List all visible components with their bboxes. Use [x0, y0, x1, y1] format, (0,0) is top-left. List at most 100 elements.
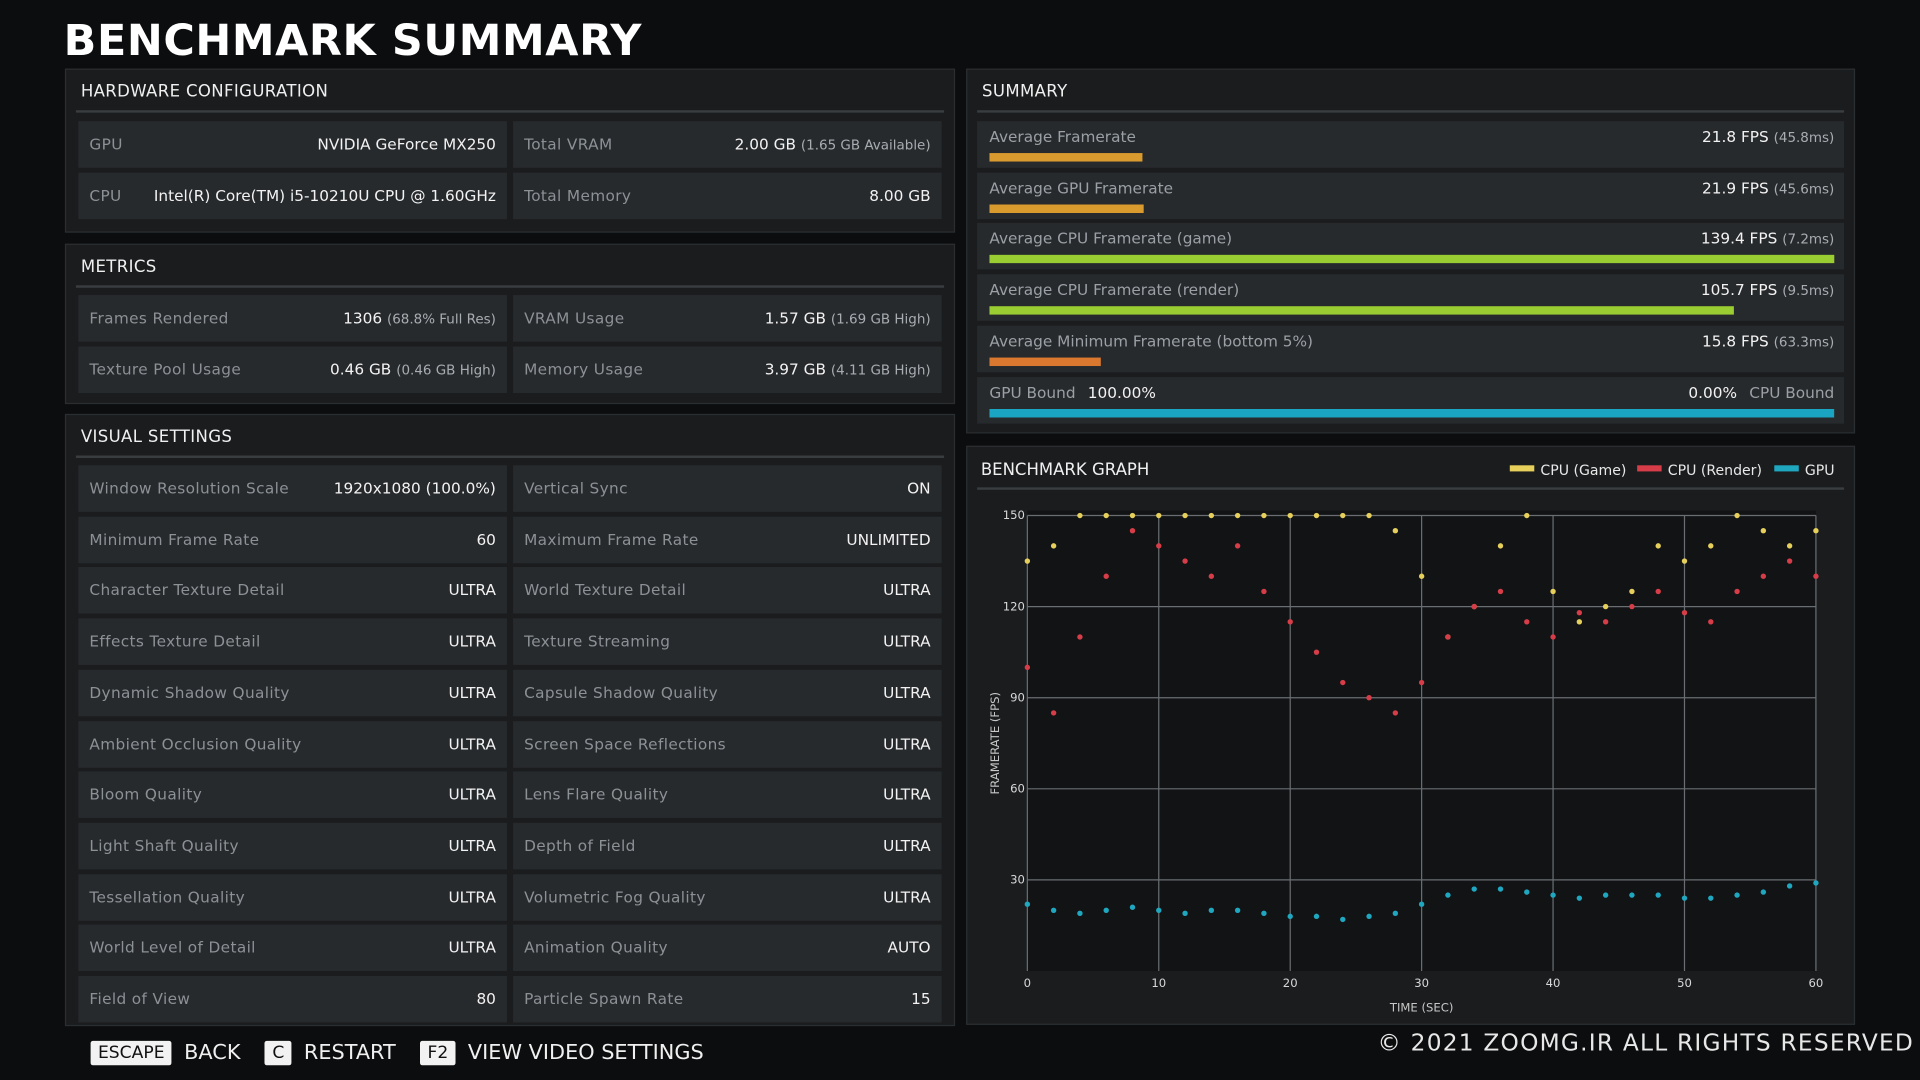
- data-point: [1340, 916, 1346, 923]
- data-point: [1760, 889, 1767, 895]
- setting-label: Memory Usage: [524, 359, 644, 378]
- data-point: [1024, 901, 1031, 907]
- data-point: [1629, 603, 1635, 610]
- ms-note: (7.2ms): [1782, 231, 1835, 248]
- divider: [75, 110, 945, 113]
- data-point: [1576, 619, 1583, 625]
- data-point: [1418, 679, 1425, 686]
- summary-row: Average CPU Framerate (game) 139.4 FPS (7.…: [977, 223, 1845, 270]
- data-point: [1366, 695, 1372, 701]
- x-tick-label: 0: [1024, 976, 1031, 990]
- setting-label: Character Texture Detail: [89, 580, 285, 600]
- data-point: [1497, 886, 1504, 892]
- value-text: ULTRA: [883, 887, 931, 906]
- setting-cell: Total Memory 8.00 GB: [513, 172, 942, 219]
- action-label[interactable]: BACK: [184, 1040, 241, 1065]
- summary-value: 15.8 FPS (63.3ms): [1702, 332, 1834, 350]
- data-point: [1024, 558, 1031, 564]
- value-text: ULTRA: [883, 683, 931, 702]
- setting-label: Depth of Field: [524, 836, 636, 855]
- ms-note: (45.8ms): [1773, 129, 1835, 146]
- data-point: [1208, 573, 1215, 579]
- setting-label: Screen Space Reflections: [524, 734, 727, 753]
- data-point: [1103, 512, 1109, 519]
- setting-cell: Memory Usage 3.97 GB (4.11 GB High): [513, 346, 942, 393]
- bound-right-value: 0.00%: [1688, 382, 1738, 402]
- value-text: ULTRA: [448, 836, 496, 855]
- data-point: [1760, 573, 1767, 579]
- setting-cell: Effects Texture Detail ULTRA: [78, 618, 507, 666]
- data-point: [1313, 512, 1320, 519]
- summary-panel: SUMMARY Average Framerate 21.8 FPS (45.8ms…: [966, 68, 1856, 434]
- bound-right-label: CPU Bound: [1749, 382, 1835, 402]
- summary-bar: [989, 153, 1143, 162]
- data-point: [1629, 588, 1635, 595]
- data-point: [1313, 649, 1320, 655]
- setting-cell: Lens Flare Quality ULTRA: [513, 771, 942, 819]
- data-point: [1550, 892, 1556, 898]
- setting-label: Vertical Sync: [524, 478, 628, 498]
- setting-cell: Light Shaft Quality ULTRA: [78, 822, 507, 870]
- setting-label: Texture Streaming: [524, 631, 671, 651]
- y-axis-label: FRAMERATE (FPS): [988, 692, 1002, 795]
- bound-left: GPU Bound 100.00%: [989, 383, 1156, 401]
- value-text: Intel(R) Core(TM) i5-10210U CPU @ 1.60GH…: [153, 185, 496, 205]
- visual-settings-panel: VISUAL SETTINGS Window Resolution Scale 1…: [64, 413, 956, 1027]
- data-point: [1103, 907, 1109, 913]
- key-cap[interactable]: C: [264, 1040, 292, 1066]
- data-point: [1261, 512, 1267, 519]
- key-cap[interactable]: ESCAPE: [90, 1040, 172, 1066]
- setting-value: ULTRA: [448, 938, 495, 956]
- value-text: ON: [907, 478, 931, 498]
- data-point: [1261, 588, 1267, 595]
- value-text: ULTRA: [883, 734, 931, 753]
- action-label[interactable]: VIEW VIDEO SETTINGS: [467, 1040, 704, 1065]
- screen-title: BENCHMARK SUMMARY: [63, 17, 642, 67]
- value-text: ULTRA: [883, 580, 931, 600]
- setting-cell: Character Texture Detail ULTRA: [78, 567, 507, 614]
- setting-cell: Maximum Frame Rate UNLIMITED: [513, 516, 942, 563]
- summary-label: Average GPU Framerate: [989, 178, 1174, 197]
- data-point: [1234, 543, 1241, 549]
- panel-title: SUMMARY: [982, 82, 1068, 102]
- data-point: [1602, 619, 1609, 625]
- value-text: UNLIMITED: [846, 529, 931, 549]
- summary-label: Average CPU Framerate (game): [989, 229, 1233, 248]
- setting-label: Maximum Frame Rate: [524, 529, 699, 549]
- setting-label: Frames Rendered: [89, 308, 229, 327]
- setting-cell: Particle Spawn Rate 15: [513, 975, 942, 1023]
- summary-row: Average GPU Framerate 21.9 FPS (45.6ms): [977, 172, 1845, 219]
- data-point: [1313, 913, 1320, 920]
- value-text: ULTRA: [448, 580, 496, 600]
- y-tick-label: 60: [1010, 781, 1025, 795]
- setting-value: ULTRA: [883, 581, 930, 599]
- data-point: [1602, 603, 1609, 610]
- value-text: 1920x1080 (100.0%): [333, 478, 496, 498]
- setting-value: 0.46 GB (0.46 GB High): [330, 360, 496, 378]
- data-point: [1681, 609, 1688, 616]
- value-text: ULTRA: [448, 887, 496, 906]
- setting-value: ULTRA: [448, 887, 495, 905]
- value-text: 3.97 GB: [764, 359, 827, 378]
- data-point: [1156, 543, 1162, 549]
- value-text: ULTRA: [448, 734, 496, 753]
- data-point: [1760, 528, 1767, 534]
- setting-value: ULTRA: [448, 632, 495, 650]
- summary-label: Average Minimum Framerate (bottom 5%): [989, 331, 1314, 350]
- setting-value: 1306 (68.8% Full Res): [343, 309, 496, 327]
- bound-left-label: GPU Bound: [989, 382, 1076, 402]
- action-label[interactable]: RESTART: [303, 1040, 396, 1065]
- data-point: [1708, 543, 1714, 549]
- setting-label: Effects Texture Detail: [89, 631, 261, 651]
- setting-label: Dynamic Shadow Quality: [89, 683, 290, 702]
- action: ESCAPE BACK: [90, 1040, 265, 1066]
- action: C RESTART: [264, 1040, 420, 1066]
- value-note: (1.69 GB High): [830, 311, 931, 327]
- key-cap[interactable]: F2: [420, 1040, 456, 1066]
- hardware-panel: HARDWARE CONFIGURATION GPU NVIDIA GeForce…: [64, 68, 956, 233]
- data-point: [1129, 512, 1136, 519]
- fps-text: 15.8 FPS: [1702, 331, 1769, 350]
- value-text: NVIDIA GeForce MX250: [317, 134, 496, 154]
